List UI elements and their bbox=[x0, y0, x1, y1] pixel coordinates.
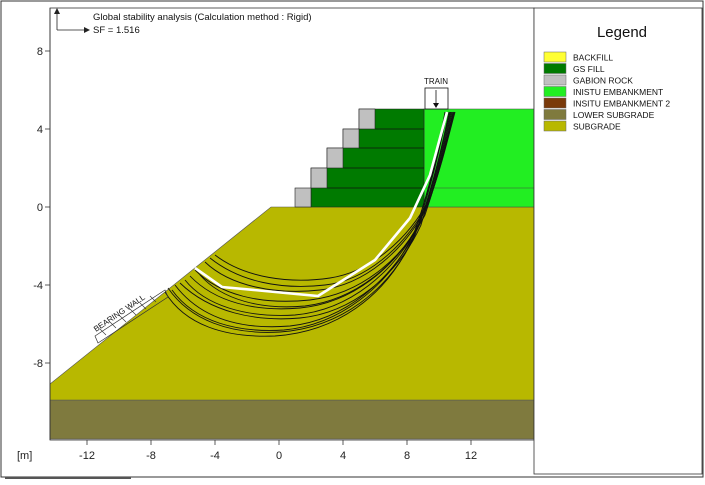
train-load: TRAIN bbox=[424, 77, 449, 110]
lower-subgrade-layer bbox=[49, 399, 535, 440]
plot-area: BEARING WALL TRAIN bbox=[49, 7, 535, 441]
y-tick-label: 8 bbox=[37, 46, 43, 58]
analysis-header: Global stability analysis (Calculation m… bbox=[54, 8, 312, 36]
gs-fill-lifts bbox=[327, 128, 424, 189]
x-tick-label: -4 bbox=[210, 450, 220, 462]
header-arrowhead-right bbox=[84, 27, 90, 33]
x-tick-label: 4 bbox=[340, 450, 346, 462]
x-tick-label: 8 bbox=[404, 450, 410, 462]
legend-swatch bbox=[543, 109, 567, 120]
legend-label: INISTU EMBANKMENT bbox=[573, 87, 663, 97]
unit-label: [m] bbox=[17, 450, 32, 462]
gabion-block bbox=[294, 187, 312, 208]
x-tick-label: -12 bbox=[79, 450, 95, 462]
train-load-box bbox=[424, 87, 449, 110]
y-tick-marks bbox=[45, 50, 50, 364]
analysis-title: Global stability analysis (Calculation m… bbox=[93, 12, 312, 23]
legend-swatch bbox=[543, 74, 567, 86]
bearing-wall-arrows bbox=[99, 295, 157, 336]
x-axis: -12 -8 -4 0 4 8 12 [m] bbox=[17, 440, 477, 462]
x-tick-label: 0 bbox=[276, 450, 282, 462]
legend-title: Legend bbox=[597, 24, 647, 41]
legend-label: BACKFILL bbox=[573, 53, 613, 63]
y-tick-label: 4 bbox=[37, 124, 43, 136]
y-tick-label: -4 bbox=[33, 280, 43, 292]
legend-label: GS FILL bbox=[573, 64, 605, 74]
x-tick-marks bbox=[86, 440, 472, 445]
train-load-arrowhead bbox=[433, 103, 439, 108]
critical-slip-surface bbox=[194, 111, 449, 298]
gabion-block bbox=[342, 128, 360, 149]
x-tick-label: 12 bbox=[465, 450, 477, 462]
train-label: TRAIN bbox=[424, 77, 448, 86]
y-axis: 8 4 0 -4 -8 bbox=[33, 8, 51, 440]
legend-swatch bbox=[543, 97, 567, 109]
header-arrowhead-up bbox=[54, 8, 60, 14]
bearing-wall-outline bbox=[94, 289, 169, 344]
y-tick-label: -8 bbox=[33, 358, 43, 370]
legend-label: SUBGRADE bbox=[573, 122, 621, 132]
legend-border bbox=[533, 7, 703, 475]
trial-slip-surfaces bbox=[164, 111, 456, 337]
gabion-block bbox=[358, 108, 376, 130]
gabion-rock-blocks bbox=[294, 108, 376, 208]
safety-factor: SF = 1.516 bbox=[93, 25, 140, 36]
legend-swatch bbox=[543, 120, 567, 132]
legend-label: INSITU EMBANKMENT 2 bbox=[573, 99, 670, 109]
legend-swatch bbox=[543, 86, 567, 97]
legend-label: LOWER SUBGRADE bbox=[573, 110, 655, 120]
gabion-block bbox=[310, 167, 328, 189]
legend-label: GABION ROCK bbox=[573, 76, 633, 86]
legend-swatch bbox=[543, 63, 567, 74]
gabion-block bbox=[326, 147, 344, 169]
y-tick-label: 0 bbox=[37, 202, 43, 214]
legend-swatch bbox=[543, 51, 567, 63]
x-tick-label: -8 bbox=[146, 450, 156, 462]
